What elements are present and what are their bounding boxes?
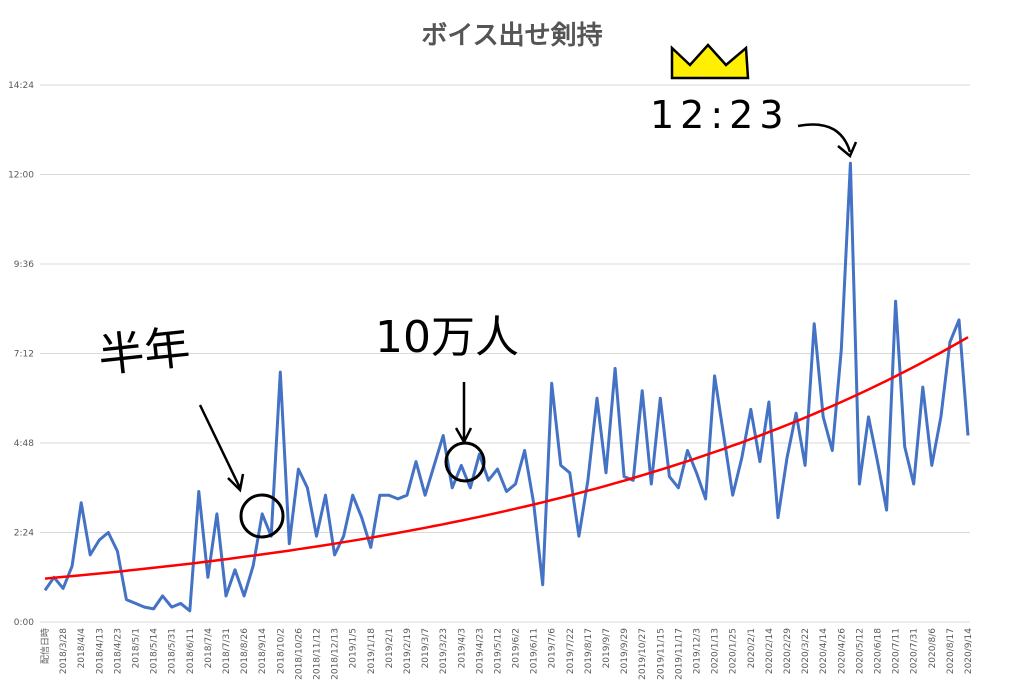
x-tick-label: 2018/6/11	[186, 628, 196, 674]
series-line	[43, 161, 970, 613]
x-tick-label: 2018/7/4	[204, 628, 214, 669]
x-tick-label: 2019/7/22	[566, 628, 576, 674]
x-tick-label: 2020/7/31	[910, 628, 920, 674]
x-tick-label: 2018/4/4	[77, 628, 87, 669]
x-tick-label: 2020/7/11	[892, 628, 902, 674]
trendline	[44, 336, 969, 580]
x-tick-label: 2020/4/26	[837, 628, 847, 674]
x-tick-label: 2019/7/6	[548, 628, 558, 669]
x-tick-label: 2018/9/14	[258, 628, 268, 674]
x-tick-label: 2019/2/1	[385, 628, 395, 668]
x-tick-label: 2018/4/23	[113, 628, 123, 674]
x-tick-label: 2020/4/14	[819, 628, 829, 674]
crown	[670, 43, 750, 80]
x-tick-label: 2019/6/11	[530, 628, 540, 674]
annotation: 12:23	[650, 93, 790, 137]
x-tick-label: 2019/4/3	[457, 628, 467, 668]
x-tick-label: 2018/12/13	[331, 628, 341, 680]
x-tick-label: 2019/9/29	[620, 628, 630, 674]
x-tick-label: 2020/5/12	[855, 628, 865, 674]
y-tick-label: 14:24	[8, 81, 34, 91]
x-tick-label: 2018/3/28	[59, 628, 69, 674]
x-tick-label: 2018/5/14	[150, 628, 160, 674]
arrow	[198, 404, 245, 493]
x-tick-label: 2020/8/6	[928, 628, 938, 669]
y-tick-label: 12:00	[8, 171, 34, 181]
x-tick-label: 2018/10/26	[294, 628, 304, 680]
x-tick-label: 2019/1/18	[367, 628, 377, 674]
x-tick-label: 2020/2/14	[765, 628, 775, 674]
x-tick-label: 2020/3/22	[801, 628, 811, 674]
x-tick-label: 2020/1/25	[729, 628, 739, 674]
x-tick-label: 2018/11/12	[312, 628, 322, 680]
y-tick-label: 2:24	[14, 529, 34, 539]
x-tick-label: 2019/3/23	[439, 628, 449, 674]
x-tick-label: 2020/2/1	[747, 628, 757, 668]
x-tick-label: 2019/6/2	[512, 628, 522, 668]
x-tick-label: 2019/12/3	[693, 628, 703, 674]
y-tick-label: 4:48	[14, 439, 34, 449]
x-tick-label: 2019/2/19	[403, 628, 413, 674]
x-tick-label: 2018/7/31	[222, 628, 232, 674]
circle	[239, 493, 285, 539]
x-tick-label: 2019/3/7	[421, 628, 431, 668]
annotation: 半年	[96, 320, 193, 383]
x-tick-label: 2020/2/29	[783, 628, 793, 674]
x-tick-label: 2019/11/17	[674, 628, 684, 680]
arrow	[797, 123, 858, 159]
circle	[444, 441, 486, 483]
x-tick-label: 2019/10/27	[638, 628, 648, 680]
x-tick-label: 2020/8/17	[946, 628, 956, 674]
y-tick-label: 9:36	[14, 260, 34, 270]
annotation: 10万人	[375, 312, 519, 363]
x-tick-label: 2018/4/13	[95, 628, 105, 674]
x-tick-label: 2018/10/2	[276, 628, 286, 674]
x-tick-label: 2019/11/15	[656, 628, 666, 680]
y-tick-label: 0:00	[14, 618, 34, 628]
x-tick-label: 配信日時	[39, 628, 51, 664]
x-tick-label: 2019/4/23	[475, 628, 485, 674]
x-tick-label: 2019/9/7	[602, 628, 612, 668]
x-tick-label: 2018/5/1	[131, 628, 141, 668]
chart-title: ボイス出せ剣持	[421, 21, 602, 51]
x-tick-label: 2020/6/18	[874, 628, 884, 674]
x-tick-label: 2019/1/5	[349, 628, 359, 668]
x-tick-label: 2019/8/17	[584, 628, 594, 674]
x-tick-label: 2018/8/26	[240, 628, 250, 674]
x-tick-label: 2018/5/31	[168, 628, 178, 674]
x-tick-label: 2020/9/14	[964, 628, 974, 674]
x-tick-label: 2020/1/13	[711, 628, 721, 674]
y-tick-label: 7:12	[14, 350, 34, 360]
x-tick-label: 2019/5/12	[493, 628, 503, 674]
